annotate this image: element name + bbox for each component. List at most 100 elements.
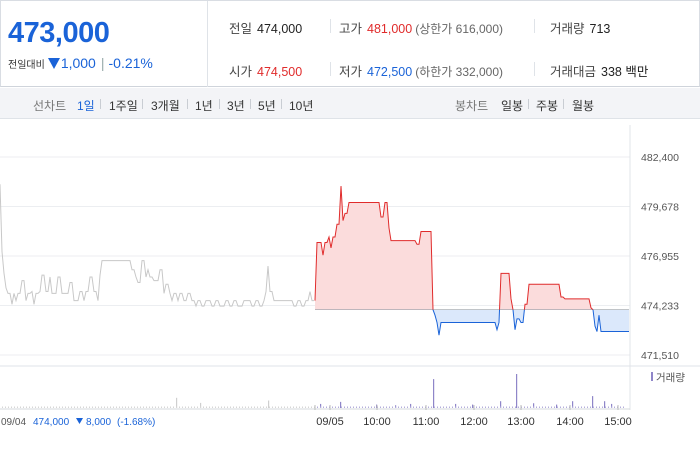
tab-divider [250,99,251,109]
volume-bar [224,406,225,408]
volume-bar [260,406,261,408]
tab-3y[interactable]: 3년 [227,99,245,113]
volume-bar [257,406,258,408]
volume-bar [227,406,228,408]
tab-daily-candle[interactable]: 일봉 [501,99,524,113]
tab-divider [281,99,282,109]
volume-bar [35,406,36,408]
volume-bar [431,406,432,408]
volume-bar [416,406,417,408]
volume-bar [221,406,222,408]
volume-bar [188,406,189,408]
today-line-down [432,309,629,336]
change-amount: 1,000 [60,55,96,71]
volume-bar [353,406,354,408]
volume-bar [515,406,516,408]
quote-header: 473,000 전일대비 1,000 | -0.21% 전일 474,000 고가 481… [0,0,700,87]
volume-bar [413,406,414,408]
volume-bar [452,406,453,408]
tab-monthly-candle[interactable]: 월봉 [572,99,595,113]
volume-bar [620,406,621,408]
volume-bar [212,406,213,408]
volume-bar [305,406,306,408]
volume-bar [74,406,75,408]
volume-bar [167,406,168,408]
volume-bar [347,406,348,408]
volume-bar [410,406,411,408]
volume-bar [8,406,9,408]
tab-1d[interactable]: 1일 [77,99,95,113]
current-price: 473,000 [8,17,110,49]
volume-bar [590,406,591,408]
volume-bar [149,406,150,408]
today-series [314,186,629,336]
volume-bar [68,406,69,408]
volume-bar [164,406,165,408]
volume-bar [563,406,564,408]
stat-low: 저가 472,500 (하한가 332,000) [339,65,504,79]
volume-bar [437,406,438,408]
tab-1y[interactable]: 1년 [195,99,213,113]
volume-bar [179,406,180,408]
volume-bar [494,406,495,408]
change-percent: -0.21% [108,55,153,71]
volume-bar [83,406,84,408]
volume-bar [551,406,552,408]
volume-bars: 거래량 [2,372,685,408]
volume-bar [23,406,24,408]
candle-chart-label: 봉차트 [455,99,489,113]
x-axis-labels: 09/05 10:00 11:00 12:00 13:00 14:00 15:00 [314,405,632,428]
volume-bar [611,403,613,408]
volume-bar [587,406,588,408]
volume-bar [446,406,447,408]
volume-bar [239,406,240,408]
x-tick-label: 09/05 [316,416,344,428]
volume-bar [530,406,531,408]
volume-bar [472,404,474,408]
tab-1w[interactable]: 1주일 [109,99,138,113]
volume-bar [287,406,288,408]
volume-bar [548,406,549,408]
volume-bar [317,406,318,408]
y-tick-label: 482,400 [641,152,679,164]
x-tick-label: 15:00 [604,416,632,428]
volume-bar [338,406,339,408]
volume-bar [323,406,324,408]
volume-bar [308,406,309,408]
volume-bar [455,406,456,408]
volume-bar [320,406,321,408]
volume-bar [623,406,624,408]
volume-bar [203,406,204,408]
volume-bar [566,406,567,408]
volume-bar [422,406,423,408]
volume-bar [215,406,216,408]
tab-weekly-candle[interactable]: 주봉 [536,99,559,113]
volume-bar [506,406,507,408]
volume-bar [533,403,535,408]
volume-bar [56,406,57,408]
volume-bar [266,406,267,408]
y-tick-label: 474,233 [641,301,679,313]
tab-5y[interactable]: 5년 [258,99,276,113]
volume-bar [281,406,282,408]
volume-bar [362,406,363,408]
volume-bar [320,403,322,408]
volume-bar [268,400,270,408]
volume-bar [197,406,198,408]
volume-bar [467,406,468,408]
volume-bar [251,406,252,408]
tab-3m[interactable]: 3개월 [151,99,180,113]
volume-bar [182,406,183,408]
volume-bar [556,404,558,408]
volume-bar [419,406,420,408]
tab-10y[interactable]: 10년 [289,99,314,113]
volume-bar [584,406,585,408]
volume-bar [107,406,108,408]
volume-bar [611,406,612,408]
separator: | [100,55,105,71]
volume-bar [119,406,120,408]
volume-bar [269,406,270,408]
volume-bar [356,406,357,408]
volume-bar [209,406,210,408]
